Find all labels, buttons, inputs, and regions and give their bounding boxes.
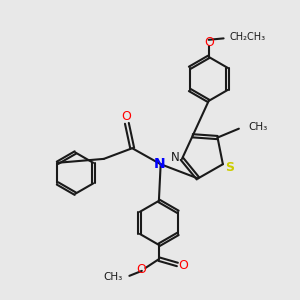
Text: O: O [121,110,131,123]
Text: CH₂CH₃: CH₂CH₃ [230,32,266,42]
Text: CH₃: CH₃ [249,122,268,132]
Text: O: O [204,36,214,49]
Text: CH₃: CH₃ [104,272,123,282]
Text: N: N [171,151,180,164]
Text: S: S [225,160,234,174]
Text: O: O [178,259,188,272]
Text: O: O [136,263,146,276]
Text: N: N [154,157,166,170]
